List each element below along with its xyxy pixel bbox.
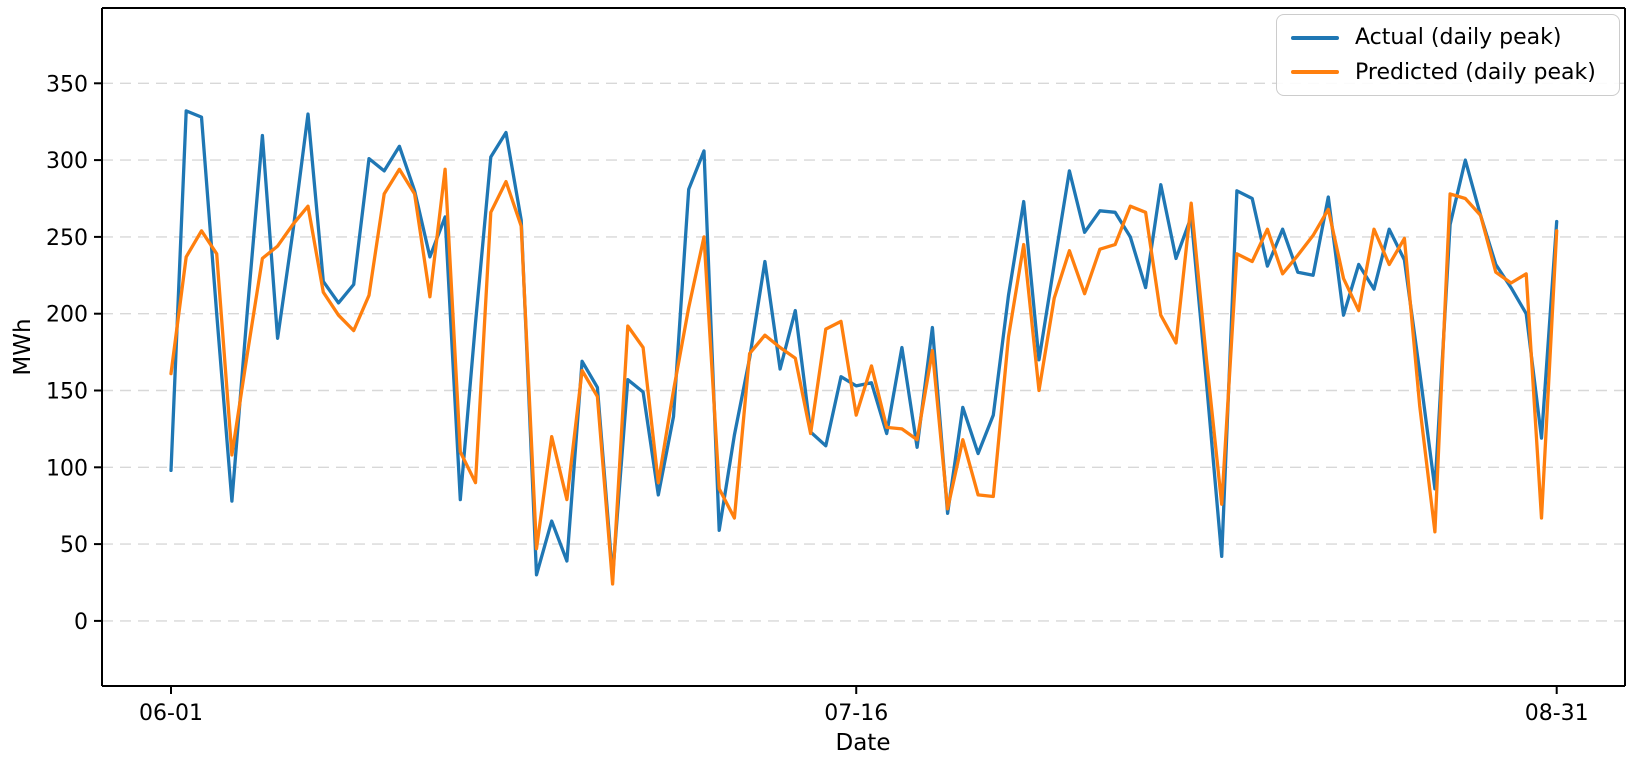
- legend-label-actual: Actual (daily peak): [1355, 25, 1562, 51]
- y-tick-label: 150: [46, 380, 88, 405]
- axes-spines: [101, 7, 1626, 687]
- y-tick-label: 350: [46, 72, 88, 97]
- y-tick-label: 100: [46, 456, 88, 481]
- legend-item-predicted: Predicted (daily peak): [1291, 56, 1605, 88]
- y-tick-label: 200: [46, 303, 88, 328]
- x-tick-label: 08-31: [1525, 701, 1589, 726]
- y-axis-title: MWh: [10, 318, 36, 375]
- y-tick-label: 300: [46, 149, 88, 174]
- series-lines: [169, 109, 1559, 586]
- gridlines: [102, 82, 1625, 622]
- axis-tick-labels: 0 50 100 150 200 250 300 350 06-01 07-16 08-31: [46, 72, 1589, 726]
- actual-line-sample-icon: [1291, 35, 1339, 40]
- y-tick-label: 50: [60, 533, 88, 558]
- series-line-predicted: [169, 167, 1559, 586]
- y-tick-label: 250: [46, 226, 88, 251]
- y-tick-label: 0: [74, 610, 88, 635]
- x-axis-title: Date: [836, 730, 891, 756]
- series-line-actual: [169, 109, 1559, 579]
- legend-item-actual: Actual (daily peak): [1291, 22, 1605, 54]
- legend: Actual (daily peak) Predicted (daily pea…: [1276, 14, 1620, 96]
- predicted-line-sample-icon: [1291, 70, 1339, 75]
- legend-label-predicted: Predicted (daily peak): [1355, 59, 1596, 85]
- x-tick-label: 06-01: [139, 701, 203, 726]
- x-tick-label: 07-16: [824, 701, 888, 726]
- axis-ticks: [94, 82, 1558, 694]
